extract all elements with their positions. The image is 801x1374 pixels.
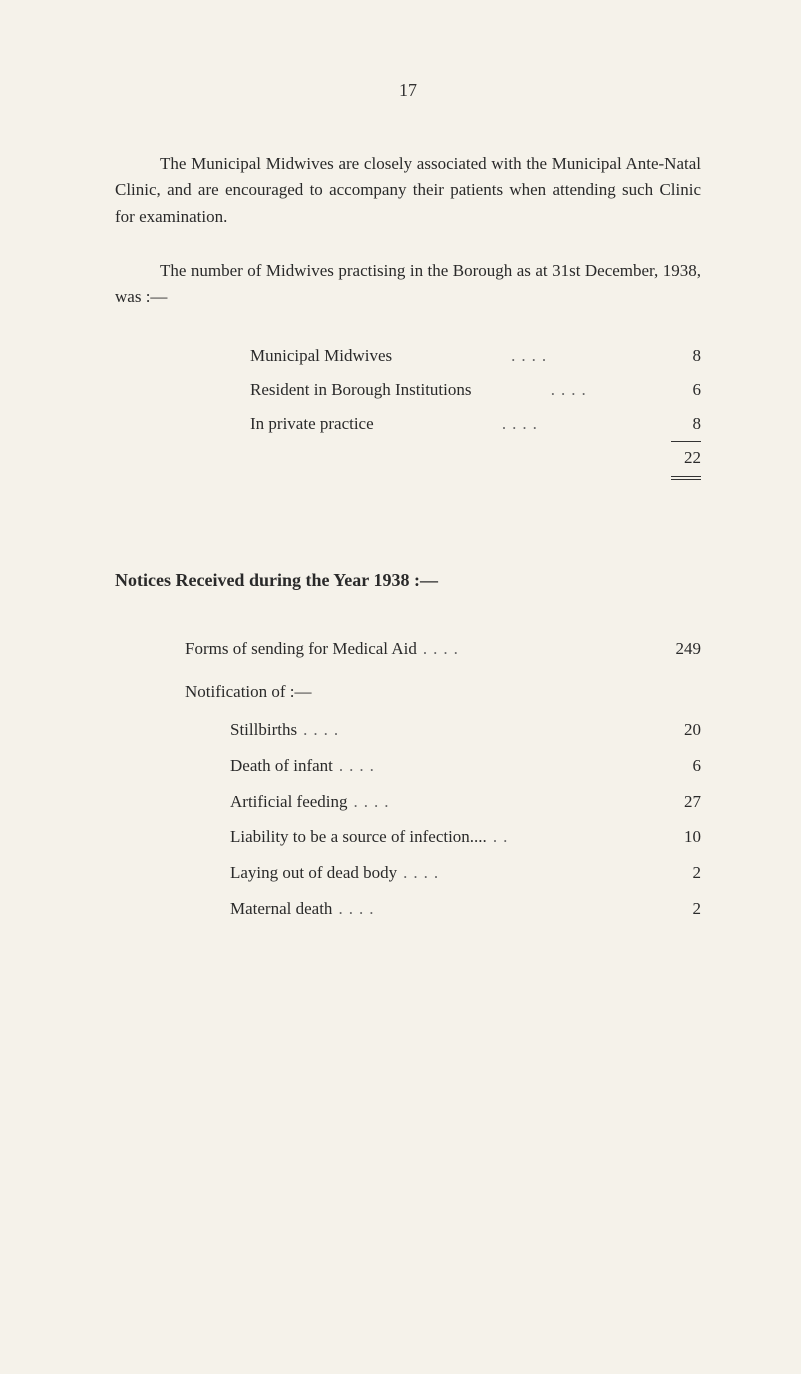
notification-row: Laying out of dead body .... 2 <box>230 855 701 891</box>
dots-filler: .. <box>493 819 653 855</box>
notification-row-label: Maternal death <box>230 891 332 927</box>
midwives-row-label: In private practice <box>250 407 374 441</box>
forms-row: Forms of sending for Medical Aid .... 24… <box>185 631 701 667</box>
notification-row: Liability to be a source of infection...… <box>230 819 701 855</box>
notification-row-value: 20 <box>659 712 701 748</box>
notification-row-value: 2 <box>659 891 701 927</box>
forms-value: 249 <box>659 631 701 667</box>
notification-row-label: Death of infant <box>230 748 333 784</box>
midwives-row-value: 8 <box>671 339 701 373</box>
dots-filler: .... <box>339 748 653 784</box>
dots-filler: .... <box>338 891 653 927</box>
notices-heading: Notices Received during the Year 1938 :— <box>115 570 701 591</box>
notification-row-label: Stillbirths <box>230 712 297 748</box>
forms-label: Forms of sending for Medical Aid <box>185 631 417 667</box>
notification-row: Stillbirths .... 20 <box>230 712 701 748</box>
dots-filler: .... <box>303 712 653 748</box>
notification-sublist: Stillbirths .... 20 Death of infant ....… <box>185 712 701 926</box>
notification-row-label: Liability to be a source of infection...… <box>230 819 487 855</box>
midwives-row-value: 8 <box>671 407 701 441</box>
double-rule-line <box>671 476 701 480</box>
page-number: 17 <box>115 80 701 101</box>
notification-row-value: 6 <box>659 748 701 784</box>
midwives-row: In private practice .... 8 <box>250 407 701 441</box>
dots-filler: .... <box>423 631 653 667</box>
notices-block: Forms of sending for Medical Aid .... 24… <box>115 631 701 927</box>
dots-filler: .... <box>382 407 663 441</box>
dots-filler: .... <box>354 784 653 820</box>
dots-filler: .... <box>403 855 653 891</box>
notification-row-value: 10 <box>659 819 701 855</box>
notification-row-label: Artificial feeding <box>230 784 348 820</box>
paragraph-2: The number of Midwives practising in the… <box>115 258 701 311</box>
notification-row: Death of infant .... 6 <box>230 748 701 784</box>
midwives-list: Municipal Midwives .... 8 Resident in Bo… <box>115 339 701 441</box>
notification-row: Artificial feeding .... 27 <box>230 784 701 820</box>
midwives-row-value: 6 <box>671 373 701 407</box>
notification-row-value: 2 <box>659 855 701 891</box>
paragraph-1: The Municipal Midwives are closely assoc… <box>115 151 701 230</box>
notification-subheading: Notification of :— <box>185 682 701 702</box>
midwives-total-value: 22 <box>250 442 701 474</box>
dots-filler: .... <box>400 339 663 373</box>
midwives-total-block: 22 <box>115 441 701 480</box>
page-container: 17 The Municipal Midwives are closely as… <box>0 0 801 1374</box>
midwives-row-label: Municipal Midwives <box>250 339 392 373</box>
dots-filler: .... <box>479 373 663 407</box>
midwives-row: Resident in Borough Institutions .... 6 <box>250 373 701 407</box>
midwives-row-label: Resident in Borough Institutions <box>250 373 471 407</box>
notification-row: Maternal death .... 2 <box>230 891 701 927</box>
notification-row-value: 27 <box>659 784 701 820</box>
notification-row-label: Laying out of dead body <box>230 855 397 891</box>
midwives-row: Municipal Midwives .... 8 <box>250 339 701 373</box>
